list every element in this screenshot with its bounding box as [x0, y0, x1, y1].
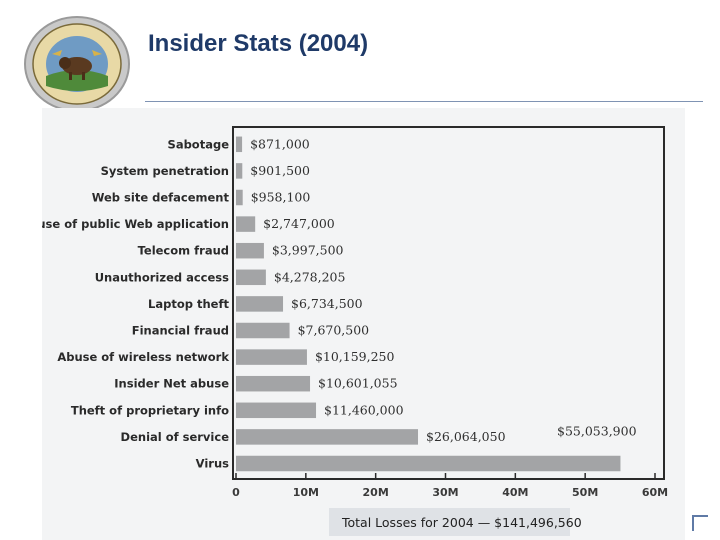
title-divider	[145, 101, 703, 102]
category-label: Insider Net abuse	[114, 377, 229, 391]
x-tick-label: 30M	[432, 486, 458, 499]
losses-bar-chart: Sabotage System penetration Web site defac…	[42, 126, 668, 536]
slide-title: Insider Stats (2004)	[148, 30, 369, 57]
value-label: $10,159,250	[315, 349, 395, 364]
x-tick-label: 40M	[502, 486, 528, 499]
x-tick-label: 60M	[642, 486, 668, 499]
x-tick-label: 50M	[572, 486, 598, 499]
value-label: $55,053,900	[557, 424, 637, 439]
plot-frame	[232, 126, 665, 480]
bar	[236, 163, 243, 179]
value-label: $871,000	[250, 136, 310, 151]
bar	[236, 216, 256, 232]
bar	[236, 455, 621, 472]
value-label: $7,670,500	[298, 323, 370, 338]
value-label: $958,100	[251, 190, 311, 205]
bar	[236, 296, 284, 312]
category-label: Sabotage	[168, 137, 230, 151]
bar	[236, 322, 290, 339]
category-label: Denial of service	[121, 430, 230, 444]
category-label: Abuse of wireless network	[57, 350, 229, 364]
bar	[236, 375, 311, 392]
bar	[236, 136, 243, 153]
value-label: $3,997,500	[272, 243, 344, 258]
bar	[236, 189, 243, 206]
value-label: $10,601,055	[318, 376, 398, 391]
total-losses-label: Total Losses for 2004 — $141,496,560	[341, 515, 582, 530]
bar	[236, 429, 419, 445]
bar	[236, 349, 307, 365]
x-tick-label: 10M	[293, 486, 319, 499]
total-losses-box: Total Losses for 2004 — $141,496,560	[329, 508, 582, 536]
category-label: Laptop theft	[148, 297, 229, 311]
bar	[236, 269, 266, 286]
value-label: $901,500	[250, 163, 310, 178]
category-label: Financial fraud	[132, 324, 229, 338]
department-seal-logo	[24, 16, 130, 112]
category-label: Theft of proprietary info	[71, 403, 229, 417]
category-label: Misuse of public Web application	[42, 217, 229, 231]
corner-mark	[692, 515, 708, 531]
value-label: $11,460,000	[324, 402, 404, 417]
value-label: $26,064,050	[426, 429, 506, 444]
category-label: Virus	[196, 457, 229, 471]
category-label: Unauthorized access	[95, 270, 229, 284]
category-label: Web site defacement	[92, 191, 230, 205]
bar	[236, 402, 317, 419]
bar	[236, 242, 264, 259]
category-label: System penetration	[101, 164, 229, 178]
value-label: $6,734,500	[291, 296, 363, 311]
x-tick-label: 0	[232, 486, 240, 499]
value-label: $2,747,000	[263, 216, 335, 231]
value-label: $4,278,205	[274, 269, 346, 284]
category-label: Telecom fraud	[138, 244, 229, 258]
x-tick-label: 20M	[363, 486, 389, 499]
